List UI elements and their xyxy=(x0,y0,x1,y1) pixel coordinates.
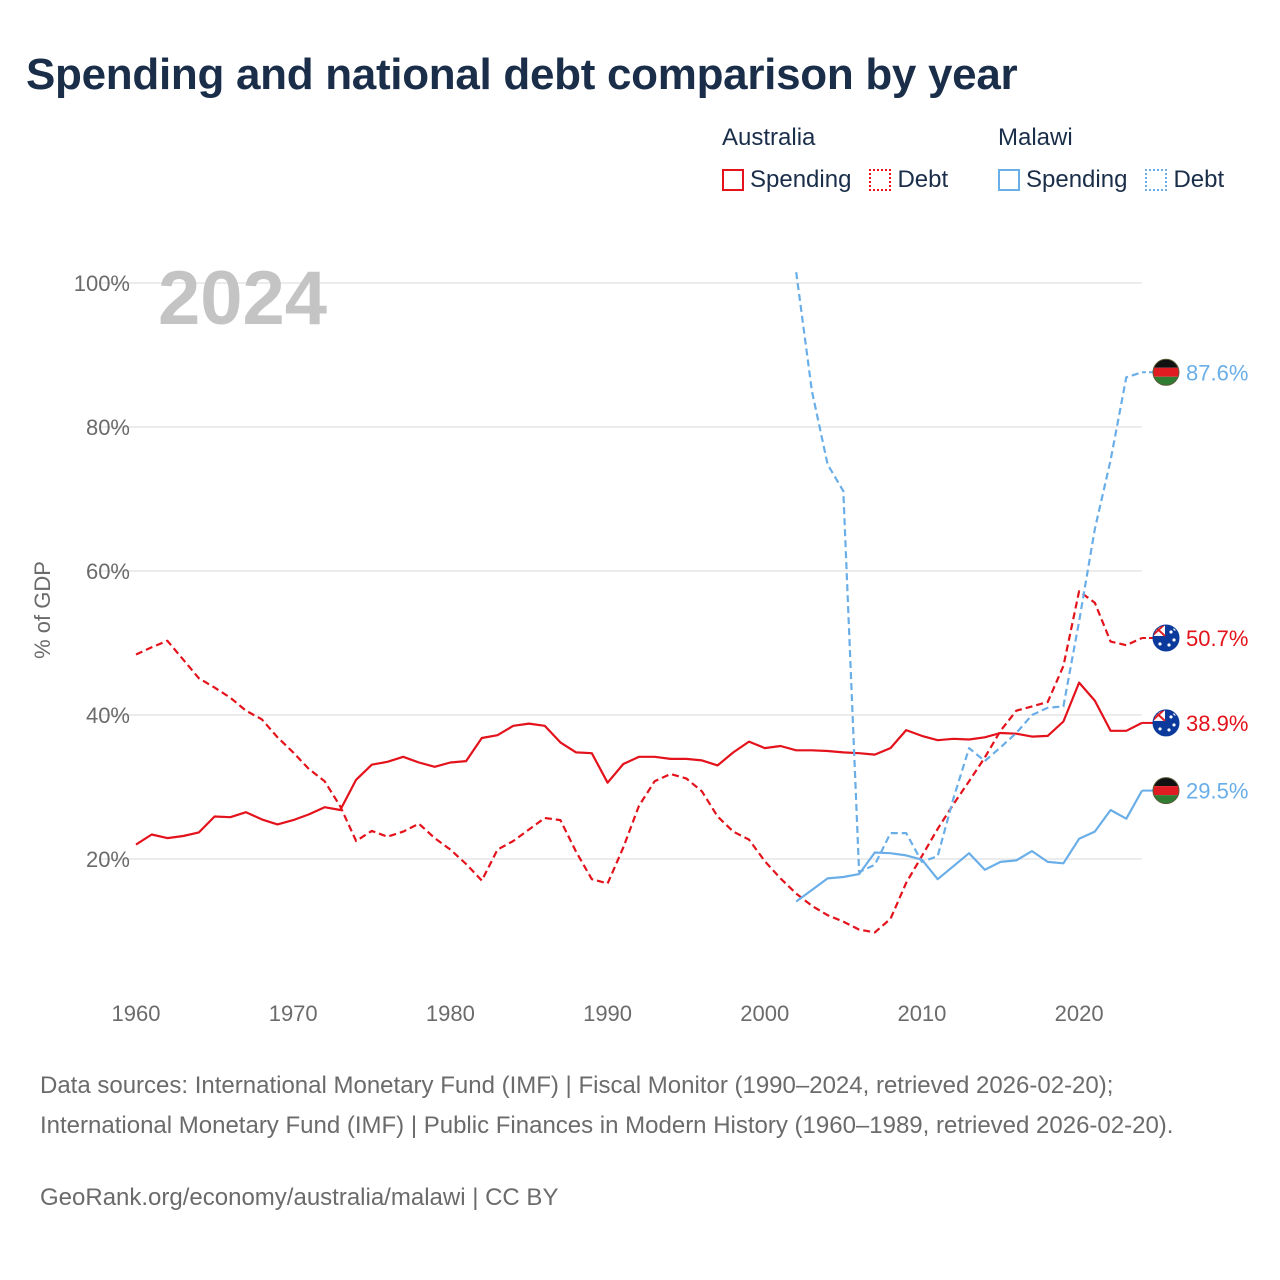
chart-title: Spending and national debt comparison by… xyxy=(26,50,1018,99)
legend-group-malawi: Malawi Spending Debt xyxy=(998,124,1242,194)
legend-swatch-solid xyxy=(722,169,744,191)
flag-stripe-green xyxy=(1153,376,1179,386)
x-tick-label: 2010 xyxy=(897,1001,946,1026)
y-tick-label: 80% xyxy=(86,415,130,440)
line-chart: 2024 20% 40% 60% 80% 100% 1960 1970 1980 1990 20… xyxy=(30,256,1248,1026)
flag-body xyxy=(1153,624,1179,651)
data-sources: Data sources: International Monetary Fun… xyxy=(40,1072,1174,1139)
flag-stripe-red xyxy=(1153,786,1179,796)
series-line-australia-spending xyxy=(135,681,1143,846)
end-value-label: 29.5% xyxy=(1186,779,1248,804)
flag-stripe-green xyxy=(1153,795,1179,804)
flag-cross xyxy=(1153,709,1166,722)
legend-label: Debt xyxy=(1173,166,1225,193)
legend-swatch-solid xyxy=(998,169,1020,191)
australia-flag-icon xyxy=(1152,709,1180,737)
malawi-flag-icon xyxy=(1152,358,1180,386)
legend-label: Spending xyxy=(1026,166,1128,193)
year-watermark: 2024 xyxy=(158,256,327,341)
flag-star xyxy=(1172,723,1176,727)
flag-star xyxy=(1172,638,1176,642)
legend-item-australia-spending[interactable]: Spending xyxy=(722,166,851,194)
malawi-flag-icon xyxy=(1152,777,1180,805)
legend-group-australia: Australia Spending Debt xyxy=(722,124,966,194)
flag-stripe-black xyxy=(1153,359,1179,368)
series-line-malawi-debt xyxy=(795,272,1143,874)
credit-link[interactable]: GeoRank.org/economy/australia/malawi | C… xyxy=(40,1184,559,1211)
x-tick-label: 1980 xyxy=(426,1001,475,1026)
end-value-label: 50.7% xyxy=(1186,626,1248,651)
flag-star xyxy=(1158,727,1162,731)
flag-field xyxy=(1153,709,1179,736)
flag-border xyxy=(1152,709,1180,737)
y-tick-label: 100% xyxy=(74,271,130,296)
legend-label: Spending xyxy=(750,166,852,193)
legend-item-malawi-spending[interactable]: Spending xyxy=(998,166,1127,194)
series-line-malawi-spending xyxy=(795,790,1143,903)
flag-body xyxy=(1153,709,1179,736)
flag-border xyxy=(1152,358,1180,386)
end-value-label: 38.9% xyxy=(1186,711,1248,736)
y-tick-label: 40% xyxy=(86,703,130,728)
y-tick-label: 20% xyxy=(86,847,130,872)
flag-star xyxy=(1169,715,1173,719)
flag-body xyxy=(1153,359,1179,386)
flag-field xyxy=(1153,624,1179,651)
flag-border xyxy=(1152,624,1180,652)
flag-body xyxy=(1153,777,1179,804)
flag-star xyxy=(1169,630,1173,634)
y-tick-label: 60% xyxy=(86,559,130,584)
flag-stripe-black xyxy=(1153,777,1179,787)
x-tick-label: 2020 xyxy=(1055,1001,1104,1026)
flag-cross xyxy=(1153,624,1166,637)
y-axis-label: % of GDP xyxy=(30,561,55,659)
legend-swatch-dotted xyxy=(1145,169,1168,191)
legend-label: Debt xyxy=(897,166,949,193)
flag-star xyxy=(1167,643,1171,647)
flag-star xyxy=(1167,728,1171,732)
flag-stripe-red xyxy=(1153,367,1179,377)
legend-item-malawi-debt[interactable]: Debt xyxy=(1145,166,1224,194)
australia-flag-icon xyxy=(1152,624,1180,652)
x-tick-label: 1960 xyxy=(112,1001,161,1026)
series-line-australia-debt xyxy=(135,590,1143,934)
legend-swatch-dotted xyxy=(869,169,892,191)
x-tick-label: 1990 xyxy=(583,1001,632,1026)
end-value-label: 87.6% xyxy=(1186,360,1248,385)
x-tick-label: 1970 xyxy=(269,1001,318,1026)
legend-group-name: Australia xyxy=(722,124,816,151)
flag-star xyxy=(1158,642,1162,646)
flag-border xyxy=(1152,777,1180,805)
legend-group-name: Malawi xyxy=(998,124,1073,151)
legend-item-australia-debt[interactable]: Debt xyxy=(869,166,948,194)
x-tick-label: 2000 xyxy=(740,1001,789,1026)
